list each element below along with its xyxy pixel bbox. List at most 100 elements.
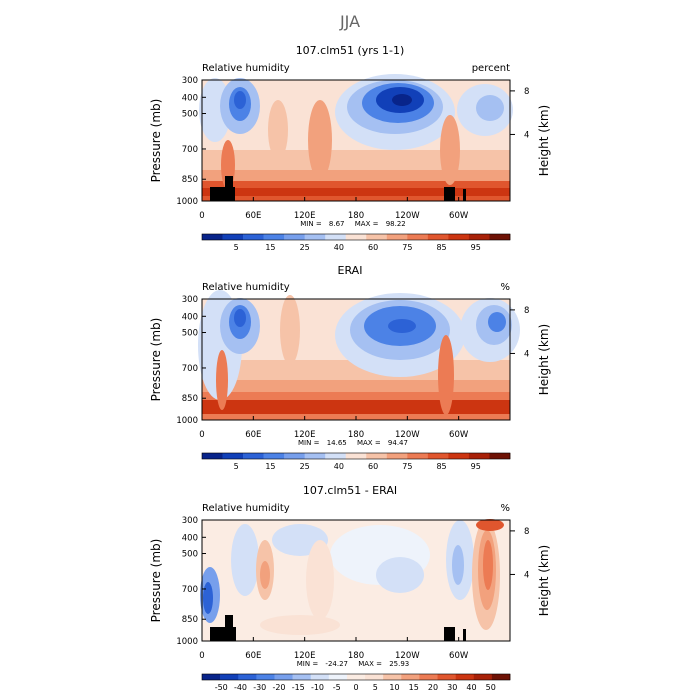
panel-2-east-core: [488, 312, 506, 332]
panel-3-colorbar-swatch: [292, 674, 312, 680]
panel-3-min-value: -24.27: [325, 660, 348, 668]
panel-3-pos-east-core: [483, 540, 493, 590]
panel-3-right-label: %: [500, 503, 510, 514]
panel-3-colorbar-label: 30: [447, 683, 457, 692]
panel-3-y-tick-label: 500: [182, 550, 198, 560]
panel-3-y-tick-label: 850: [182, 615, 198, 625]
panel-1-right-label: percent: [472, 63, 510, 74]
panel-3-axes: 300 400 500 700 850 1000 8 4 0 60E 120E 180 120W 60W P…: [149, 516, 551, 661]
panel-2-moist-plume-3: [216, 350, 228, 410]
panel-1-max-label: MAX =: [355, 220, 379, 228]
panel-1-y-tick-label: 400: [182, 93, 198, 103]
panel-3-y-tick-label: 700: [182, 585, 198, 595]
panel-3-colorbar-swatch: [383, 674, 402, 680]
panel-2-colorbar-swatch: [345, 453, 367, 459]
panel-2-x-tick-label: 120W: [395, 430, 420, 440]
panel-1-height-axis-label: Height (km): [537, 105, 551, 176]
panel-3-colorbar-swatch: [419, 674, 438, 680]
panel-2-y-tick-label: 500: [182, 329, 198, 339]
panel-2-x-tick-label: 0: [199, 430, 204, 440]
panel-1-colorbar-swatch: [427, 234, 449, 240]
panel-2-colorbar-label: 95: [471, 462, 481, 471]
panel-3-x-tick-label: 120E: [294, 651, 316, 661]
panel-1-colorbar-swatch: [407, 234, 429, 240]
panel-1-y-tick-label: 500: [182, 110, 198, 120]
panel-1-colorbar-swatch: [222, 234, 244, 240]
main-title: JJA: [339, 12, 360, 31]
panel-2-y-tick-label: 400: [182, 312, 198, 322]
panel-3-x-tick-label: 0: [199, 651, 204, 661]
panel-1-x-tick-label: 120W: [395, 211, 420, 221]
panel-3-colorbar-swatch: [220, 674, 239, 680]
panel-1-colorbar-swatch: [284, 234, 305, 240]
panel-2-height-tick-label: 4: [524, 349, 529, 359]
panel-3-neg-pacific-core: [376, 557, 424, 593]
panel-3-colorbar-label: -40: [234, 683, 247, 692]
panel-3-colorbar-label: -5: [333, 683, 341, 692]
panel-2-colorbar-label: 25: [300, 462, 310, 471]
panel-3-colorbar-swatch: [365, 674, 384, 680]
panel-3-colorbar-label: -30: [253, 683, 266, 692]
panel-2-moist-plume-2: [438, 335, 454, 415]
panel-3-height-axis-label: Height (km): [537, 545, 551, 616]
panel-3-colorbar-swatch: [346, 674, 366, 680]
panel-3-height-tick-label: 8: [524, 527, 529, 537]
panel-3-pos-africa-core: [260, 561, 270, 589]
panel-3-colorbar-label: 40: [466, 683, 476, 692]
panel-2-colorbar-swatch: [202, 453, 223, 459]
panel-2-colorbar-label: 60: [368, 462, 378, 471]
panel-1-colorbar-swatch: [468, 234, 490, 240]
panel-3-colorbar-swatch: [401, 674, 420, 680]
panel-1-moist-plume-4: [268, 100, 288, 160]
panel-1-y-tick-label: 300: [182, 76, 198, 86]
panel-1-axes: 300 400 500 700 850 1000 8 4 0 60E 120E 180 120W 60W P…: [149, 76, 551, 221]
panel-2-dry-africa-max: [234, 309, 246, 327]
panel-1-colorbar-label: 75: [402, 243, 412, 252]
panel-3-pos-mid: [306, 540, 334, 620]
panel-1-colorbar-swatch: [243, 234, 264, 240]
panel-3-colorbar-swatch: [274, 674, 293, 680]
panel-2-colorbar-swatch: [304, 453, 326, 459]
panel-1-topography-peak: [225, 176, 233, 201]
panel-1-colorbar-swatch: [325, 234, 347, 240]
panel-3-y-tick-label: 400: [182, 533, 198, 543]
panel-1-y-tick-label: 700: [182, 145, 198, 155]
panel-1-topography-andes: [444, 187, 455, 201]
panel-1-colorbar-label: 15: [265, 243, 275, 252]
panel-3-colorbar-label: 0: [353, 683, 358, 692]
panel-2-moist-plume-1: [280, 295, 300, 365]
panel-2-colorbar-label: 85: [436, 462, 446, 471]
panel-3-neg-east-core: [452, 545, 464, 585]
panel-1-min-value: 8.67: [329, 220, 345, 228]
panel-2-y-tick-label: 700: [182, 364, 198, 374]
panel-3-neg-africa: [231, 524, 259, 596]
panel-2-axes: 300 400 500 700 850 1000 8 4 0 60E 120E 180 120W 60W P…: [149, 295, 551, 440]
panel-3-colorbar-label: -20: [272, 683, 285, 692]
panel-1-y-tick-label: 850: [182, 175, 198, 185]
panel-3-max-label: MAX =: [358, 660, 382, 668]
panel-3-title: 107.clm51 - ERAI: [303, 484, 397, 497]
panel-3-colorbar-swatch: [491, 674, 511, 680]
panel-3-height-tick-label: 4: [524, 570, 529, 580]
panel-1-surface-max: [202, 188, 510, 196]
panel-3-topography-andes-2: [463, 629, 466, 641]
panel-2-min-value: 14.65: [327, 439, 347, 447]
panel-1-colorbar-swatch: [263, 234, 285, 240]
panel-3-pos-lower: [260, 615, 340, 635]
panel-1-height-tick-label: 4: [524, 130, 529, 140]
panel-2-colorbar-label: 5: [234, 462, 239, 471]
panel-2-colorbar-label: 15: [265, 462, 275, 471]
panel-1-x-tick-label: 0: [199, 211, 204, 221]
panel-3-colorbar-label: -10: [311, 683, 324, 692]
panel-2-min-label: MIN =: [298, 439, 320, 447]
panel-3-colorbar-label: -15: [292, 683, 305, 692]
panel-2-max-value: 94.47: [388, 439, 408, 447]
panel-2-x-tick-label: 180: [348, 430, 364, 440]
panel-3-colorbar-swatch: [455, 674, 475, 680]
panel-3-y-axis-label: Pressure (mb): [149, 539, 163, 623]
panel-3-colorbar-swatch: [202, 674, 221, 680]
panel-1-moist-plume-1: [308, 100, 332, 180]
panel-2-x-tick-label: 60E: [245, 430, 261, 440]
panel-1-left-label: Relative humidity: [202, 63, 290, 74]
panel-2-left-label: Relative humidity: [202, 282, 290, 293]
